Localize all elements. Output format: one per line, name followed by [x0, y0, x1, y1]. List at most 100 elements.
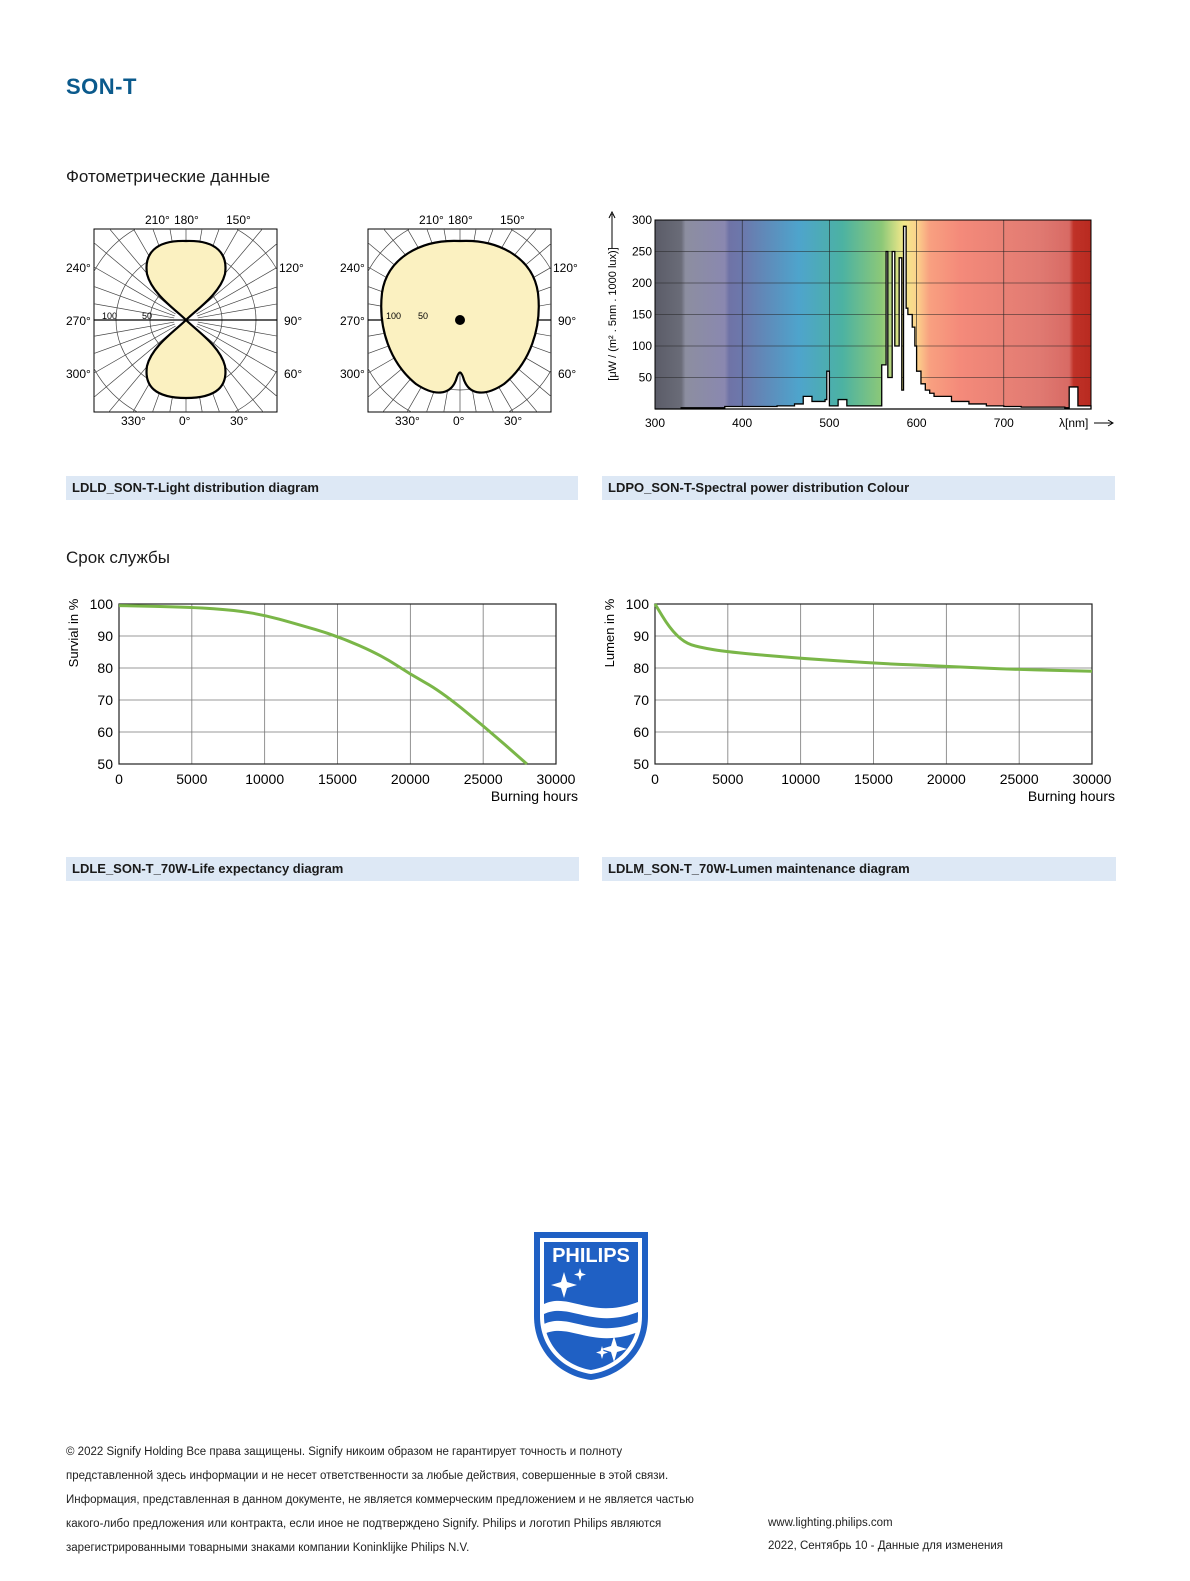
caption-ldlm: LDLM_SON-T_70W-Lumen maintenance diagram: [602, 857, 1116, 881]
polar-curve-narrow: [145, 239, 227, 400]
polar-spoke: [94, 323, 175, 354]
polar2-label-30: 30°: [504, 414, 522, 428]
life-x-tick: 30000: [537, 771, 576, 787]
spectral-curve: [655, 225, 1092, 410]
polar-spoke: [94, 303, 175, 319]
footer-legal-line: какого-либо предложения или контракта, е…: [66, 1518, 662, 1530]
polar1-label-240: 240°: [66, 261, 91, 275]
lumen-y-tick: 90: [633, 628, 649, 644]
polar2-label-210: 210°: [419, 213, 444, 227]
life-x-tick: 0: [115, 771, 123, 787]
life-x-tick: 10000: [245, 771, 284, 787]
lumen-x-tick: 30000: [1073, 771, 1112, 787]
life-y-tick: 70: [97, 692, 113, 708]
spectral-y-tick: 300: [632, 213, 652, 227]
lumen-x-tick: 25000: [1000, 771, 1039, 787]
lumen-grid: [654, 603, 1093, 765]
polar-diagram-1: 210° 180° 150° 330° 0° 30° 240° 270° 300…: [66, 213, 304, 428]
spectral-y-tick: 150: [632, 308, 652, 322]
polar-spoke: [94, 327, 178, 398]
footer-legal: © 2022 Signify Holding Все права защищен…: [66, 1440, 746, 1560]
polar-spoke: [94, 242, 178, 313]
lumen-y-tick: 70: [633, 692, 649, 708]
footer-legal-line: зарегистрированными товарными знаками ко…: [66, 1542, 470, 1554]
spectral-frame: [654, 219, 1092, 410]
lumen-y-tick: 60: [633, 724, 649, 740]
life-expectancy-chart: 0 5000 10000 15000 20000 25000 30000 50 60 70 80 90…: [66, 596, 578, 804]
spectral-y-arrowhead: [608, 210, 616, 219]
polar2-label-0: 0°: [453, 414, 465, 428]
footer-website[interactable]: www.lighting.philips.com: [768, 1517, 893, 1529]
spectral-y-tick: 100: [632, 339, 652, 353]
lumen-xlabel: Burning hours: [1028, 788, 1115, 804]
spectral-x-arrowhead: [1107, 419, 1114, 427]
logo-star-icon: [551, 1272, 577, 1298]
polar1-label-330: 330°: [121, 414, 146, 428]
polar2-label-270: 270°: [340, 314, 365, 328]
polar1-ring-50: 50: [142, 311, 152, 321]
footer-legal-line: Информация, представленная в данном доку…: [66, 1494, 694, 1506]
caption-ldle: LDLE_SON-T_70W-Life expectancy diagram: [66, 857, 579, 881]
polar2-label-300: 300°: [340, 367, 365, 381]
polar2-ring-100: 100: [386, 311, 401, 321]
spectral-y-tick: 200: [632, 276, 652, 290]
lumen-maintenance-chart: 0 5000 10000 15000 20000 25000 30000 50 60 70 80 90…: [602, 596, 1115, 804]
polar-diagram-2: 210° 180° 150° 330° 0° 30° 240° 270° 300…: [340, 213, 578, 428]
lumen-y-tick: 80: [633, 660, 649, 676]
polar-spoke: [94, 266, 176, 315]
polar1-label-150: 150°: [226, 213, 251, 227]
polar-spoke: [194, 243, 277, 313]
life-grid: [118, 603, 557, 765]
lumen-curve: [653, 603, 1093, 673]
polar1-label-0: 0°: [179, 414, 191, 428]
lumen-ticks: 0 5000 10000 15000 20000 25000 30000 50 60 70 80 90…: [626, 596, 1112, 787]
polar1-label-270: 270°: [66, 314, 91, 328]
lumen-y-tick: 50: [633, 756, 649, 772]
footer-legal-line: представленной здесь информации и не нес…: [66, 1470, 669, 1482]
spectral-x-tick: 400: [732, 416, 752, 430]
lumen-y-tick: 100: [626, 596, 650, 612]
polar2-label-180: 180°: [448, 213, 473, 227]
polar1-label-210: 210°: [145, 213, 170, 227]
logo-text: PHILIPS: [552, 1245, 630, 1267]
polar2-label-150: 150°: [500, 213, 525, 227]
spectral-xlabel: λ[nm]: [1059, 416, 1088, 430]
polar1-label-300: 300°: [66, 367, 91, 381]
lumen-ylabel: Lumen in %: [602, 598, 617, 667]
footer-meta: www.lighting.philips.com 2022, Сентябрь …: [768, 1512, 1003, 1558]
lumen-frame: [654, 603, 1093, 765]
polar2-ring-50: 50: [418, 311, 428, 321]
life-x-tick: 25000: [464, 771, 503, 787]
life-ylabel: Survial in %: [66, 598, 81, 667]
polar1-label-120: 120°: [279, 261, 304, 275]
polar-spoke: [197, 321, 277, 337]
life-y-tick: 80: [97, 660, 113, 676]
polar-spoke: [194, 327, 277, 397]
polar-spoke: [94, 321, 175, 337]
spectral-chart: 300 400 500 600 700 50 100 150 200 250 300 [μW / (…: [607, 210, 1114, 430]
polar-spoke: [196, 325, 277, 373]
spectral-y-tick: 50: [639, 371, 653, 385]
life-y-tick: 50: [97, 756, 113, 772]
life-y-tick: 60: [97, 724, 113, 740]
polar1-ring-100: 100: [102, 311, 117, 321]
document-title: SON-T: [66, 74, 137, 99]
life-y-tick: 90: [97, 628, 113, 644]
life-xlabel: Burning hours: [491, 788, 578, 804]
polar-center-dot: [455, 315, 465, 325]
caption-ldld: LDLD_SON-T-Light distribution diagram: [66, 476, 578, 500]
polar2-label-90: 90°: [558, 314, 576, 328]
polar-spoke: [197, 286, 277, 317]
section-title-lifetime: Срок службы: [66, 548, 170, 567]
polar-spoke: [94, 286, 175, 317]
footer-legal-line: © 2022 Signify Holding Все права защищен…: [66, 1446, 623, 1458]
polar2-label-60: 60°: [558, 367, 576, 381]
polar2-label-240: 240°: [340, 261, 365, 275]
caption-ldpo: LDPO_SON-T-Spectral power distribution C…: [602, 476, 1115, 500]
polar1-label-180: 180°: [174, 213, 199, 227]
life-frame: [118, 603, 557, 765]
spectral-x-tick: 300: [645, 416, 665, 430]
lumen-x-tick: 10000: [781, 771, 820, 787]
polar-spoke: [94, 325, 176, 374]
spectral-ticks: 300 400 500 600 700 50 100 150 200 250 300: [632, 213, 1014, 430]
